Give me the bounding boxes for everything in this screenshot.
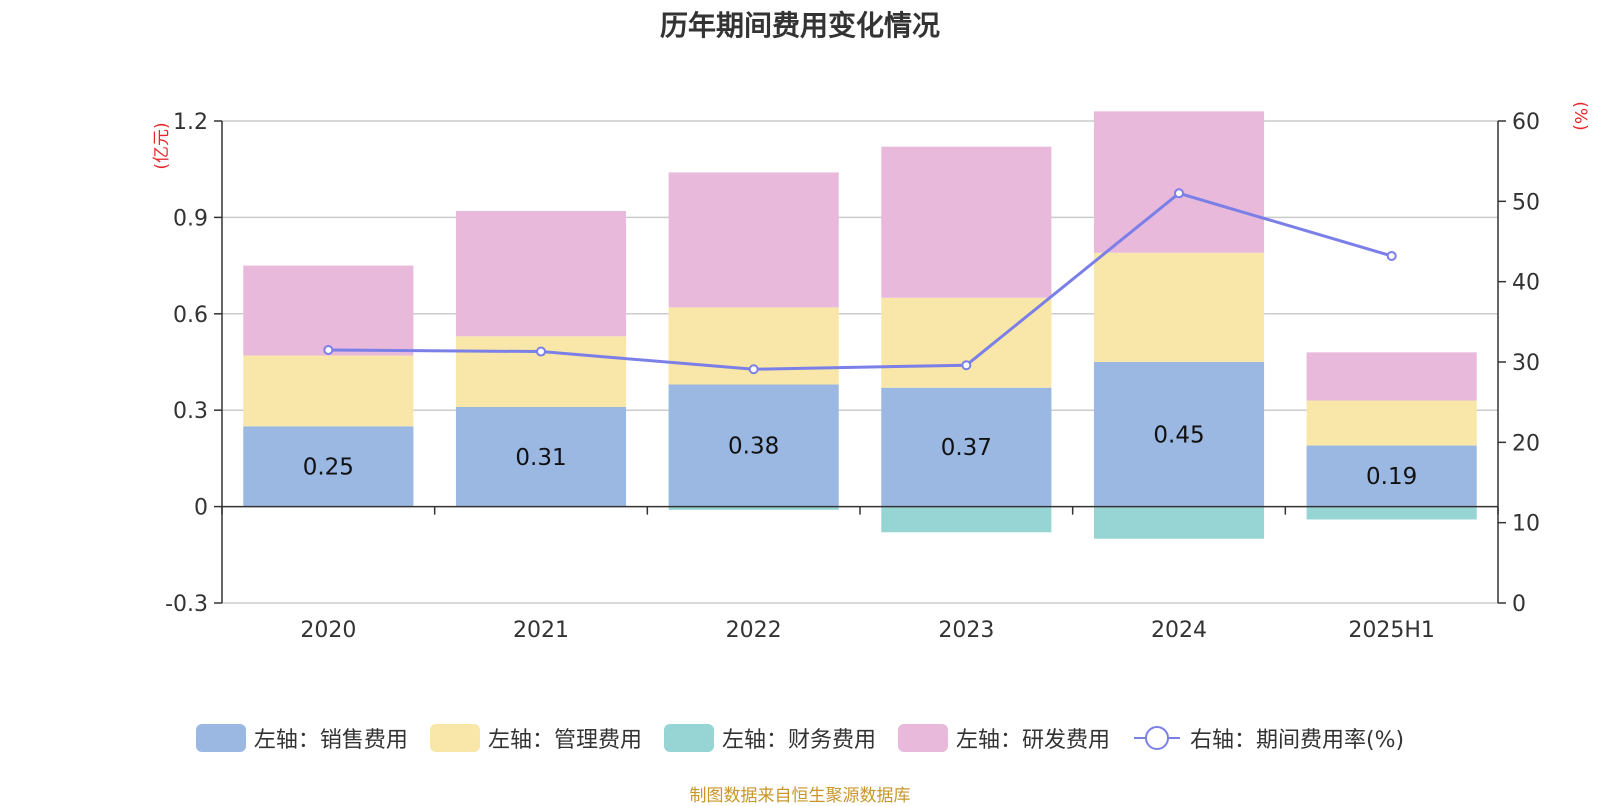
legend-label-rnd: 左轴：研发费用 xyxy=(955,728,1110,753)
bar-data-label: 0.19 xyxy=(1366,464,1417,490)
left-axis-tick-label: 0.6 xyxy=(173,303,208,328)
rate-point xyxy=(536,346,546,357)
legend-label-finance: 左轴：财务费用 xyxy=(721,728,876,753)
left-axis-tick-label: 1.2 xyxy=(173,110,208,135)
right-axis-unit: (%) xyxy=(1570,101,1590,130)
chart-plot: -0.3 0 0.3 0.6 0.9 1.2 0 10 20 30 40 50 60 (亿元) (%) 202… xyxy=(152,101,1590,643)
right-axis-tick-label: 10 xyxy=(1512,512,1540,537)
legend-item-finance[interactable]: 左轴：财务费用 xyxy=(663,722,876,754)
bars xyxy=(243,111,1477,539)
legend-line-marker-icon xyxy=(1133,726,1180,750)
bar-segment xyxy=(881,387,1052,507)
source-note: 制图数据来自恒生聚源数据库 xyxy=(689,786,911,806)
bar-segment xyxy=(1093,506,1265,539)
bar-segment xyxy=(881,297,1052,388)
rate-series-line xyxy=(328,191,1393,371)
rate-line xyxy=(323,188,1397,375)
legend-swatch-finance xyxy=(663,724,714,752)
bar-data-label: 0.25 xyxy=(303,454,354,480)
x-axis-tick-label: 2025H1 xyxy=(1348,618,1435,643)
bar-segment xyxy=(668,384,839,507)
x-axis-tick-label: 2020 xyxy=(300,618,356,643)
right-axis-tick-label: 0 xyxy=(1512,592,1526,617)
right-axis-tick-label: 40 xyxy=(1512,271,1540,296)
legend-item-rate[interactable]: 右轴：期间费用率(%) xyxy=(1132,722,1404,754)
left-axis-tick-label: 0.3 xyxy=(173,399,208,424)
left-axis-tick-label: 0.9 xyxy=(173,206,208,231)
bar-segment xyxy=(243,265,414,356)
rate-point xyxy=(1174,188,1184,199)
left-axis-unit: (亿元) xyxy=(152,122,172,169)
legend: 左轴：销售费用 左轴：管理费用 左轴：财务费用 左轴：研发费用 右轴：期间费用率… xyxy=(0,722,1600,754)
rate-point xyxy=(1386,250,1397,261)
right-axis-tick-label: 20 xyxy=(1512,431,1540,456)
left-axis-tick-label: -0.3 xyxy=(165,592,208,617)
bar-segment xyxy=(1093,111,1265,253)
legend-item-admin[interactable]: 左轴：管理费用 xyxy=(429,722,642,754)
x-axis-tick-label: 2021 xyxy=(513,618,569,643)
grid-lines xyxy=(222,120,1498,604)
legend-item-sales[interactable]: 左轴：销售费用 xyxy=(195,722,408,754)
legend-label-rate: 右轴：期间费用率(%) xyxy=(1189,728,1405,753)
bar-segment xyxy=(243,355,414,427)
axes: -0.3 0 0.3 0.6 0.9 1.2 0 10 20 30 40 50 60 (亿元) (%) 202… xyxy=(152,101,1590,643)
bar-segment xyxy=(455,210,627,337)
bar-data-label: 0.31 xyxy=(515,445,566,471)
legend-item-rnd[interactable]: 左轴：研发费用 xyxy=(897,722,1110,754)
legend-swatch-rnd xyxy=(897,724,948,752)
left-axis-tick-label: 0 xyxy=(194,496,208,521)
x-axis-tick-label: 2022 xyxy=(726,618,782,643)
bar-segment xyxy=(668,506,839,510)
rate-point xyxy=(748,364,759,375)
bar-segment xyxy=(1093,362,1265,507)
bar-segment xyxy=(668,172,839,308)
right-axis-tick-label: 60 xyxy=(1512,110,1540,135)
legend-swatch-admin xyxy=(429,724,480,752)
legend-label-admin: 左轴：管理费用 xyxy=(487,728,642,753)
bar-data-label: 0.37 xyxy=(941,435,992,461)
x-axis-tick-label: 2023 xyxy=(938,618,994,643)
data-labels: 0.25 0.31 0.38 0.37 0.45 0.19 xyxy=(303,422,1418,490)
legend-label-sales: 左轴：销售费用 xyxy=(253,728,408,753)
bar-segment xyxy=(1093,252,1265,362)
bar-segment xyxy=(455,406,627,507)
legend-swatch-sales xyxy=(195,724,246,752)
right-axis-tick-label: 50 xyxy=(1512,190,1540,215)
bar-segment xyxy=(881,146,1052,298)
right-axis-tick-label: 30 xyxy=(1512,351,1540,376)
bar-data-label: 0.45 xyxy=(1153,422,1204,448)
bar-segment xyxy=(1306,506,1477,520)
bar-segment xyxy=(243,426,414,507)
bar-segment xyxy=(1306,352,1477,401)
rate-point xyxy=(961,360,972,371)
x-axis-tick-label: 2024 xyxy=(1151,618,1207,643)
bar-data-label: 0.38 xyxy=(728,434,779,460)
chart-title: 历年期间费用变化情况 xyxy=(659,9,940,42)
bar-segment xyxy=(881,506,1052,533)
bar-segment xyxy=(1306,400,1477,446)
bar-segment xyxy=(1306,445,1477,507)
rate-point xyxy=(323,344,334,355)
